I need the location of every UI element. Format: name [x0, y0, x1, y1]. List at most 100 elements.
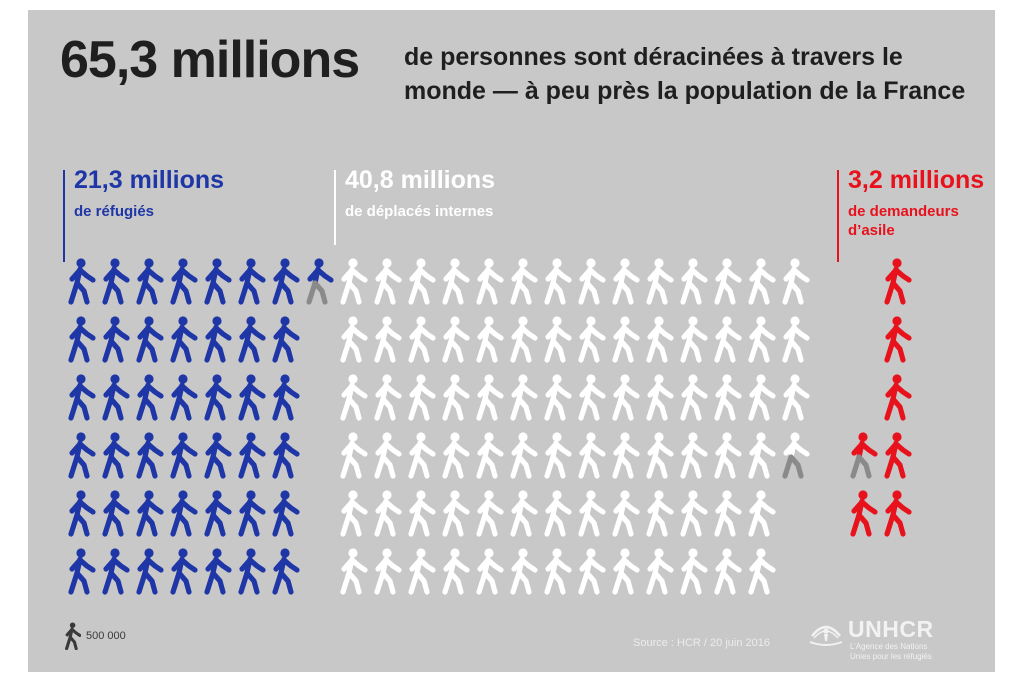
person-icon [782, 432, 810, 479]
person-icon [136, 374, 164, 421]
person-icon [612, 432, 640, 479]
person-icon [578, 432, 606, 479]
person-icon [102, 432, 130, 479]
person-icon [646, 258, 674, 305]
refugees-value: 21,3 millions [74, 166, 225, 194]
person-icon [442, 432, 470, 479]
person-icon [714, 548, 742, 595]
person-icon [272, 258, 300, 305]
person-icon [612, 374, 640, 421]
person-icon [680, 316, 708, 363]
person-icon [884, 432, 912, 479]
person-icon [272, 432, 300, 479]
legend-unit-label: 500 000 [86, 630, 126, 642]
person-icon [102, 316, 130, 363]
person-icon [476, 316, 504, 363]
person-icon [238, 316, 266, 363]
person-icon [340, 490, 368, 537]
person-icon [680, 548, 708, 595]
person-icon [850, 432, 878, 479]
source-note: Source : HCR / 20 juin 2016 [633, 637, 770, 649]
person-icon [272, 374, 300, 421]
person-icon [136, 432, 164, 479]
person-icon [340, 258, 368, 305]
person-icon [646, 432, 674, 479]
headline-total: 65,3 millions [60, 31, 360, 89]
person-icon [612, 316, 640, 363]
person-icon [170, 432, 198, 479]
person-icon [884, 490, 912, 537]
person-icon [476, 374, 504, 421]
person-icon [102, 490, 130, 537]
person-icon [374, 432, 402, 479]
person-icon [510, 548, 538, 595]
person-icon [544, 490, 572, 537]
person-icon [544, 548, 572, 595]
person-icon [578, 548, 606, 595]
person-icon [102, 258, 130, 305]
person-icon [884, 374, 912, 421]
person-icon [204, 548, 232, 595]
person-icon [714, 490, 742, 537]
person-icon [136, 258, 164, 305]
person-icon [748, 316, 776, 363]
person-icon [442, 258, 470, 305]
person-icon [748, 548, 776, 595]
person-icon [544, 374, 572, 421]
person-icon [204, 490, 232, 537]
person-icon [646, 316, 674, 363]
infographic-card: 65,3 millions de personnes sont déraciné… [28, 10, 995, 672]
asylum-marker-line [837, 170, 839, 262]
person-icon [646, 490, 674, 537]
person-icon [510, 316, 538, 363]
person-icon [102, 548, 130, 595]
person-icon [510, 374, 538, 421]
person-icon [510, 490, 538, 537]
refugees-marker-line [63, 170, 65, 262]
person-icon [748, 432, 776, 479]
person-icon [884, 316, 912, 363]
person-icon [408, 258, 436, 305]
person-icon [374, 316, 402, 363]
person-icon [408, 316, 436, 363]
unhcr-wordmark: UNHCR [848, 616, 934, 642]
person-icon [272, 490, 300, 537]
person-icon [476, 258, 504, 305]
person-icon [340, 432, 368, 479]
person-icon [374, 490, 402, 537]
person-icon [884, 258, 912, 305]
person-icon [510, 432, 538, 479]
person-icon [578, 374, 606, 421]
person-icon [102, 374, 130, 421]
person-icon [170, 490, 198, 537]
person-icon [136, 490, 164, 537]
person-icon [340, 548, 368, 595]
person-icon [714, 316, 742, 363]
asylum-label: de demandeurs d’asile [848, 203, 959, 239]
person-icon [238, 258, 266, 305]
person-icon [544, 316, 572, 363]
person-icon [408, 548, 436, 595]
person-icon [442, 490, 470, 537]
person-icon [136, 548, 164, 595]
idps-label: de déplacés internes [345, 203, 494, 220]
asylum-value: 3,2 millions [848, 166, 985, 194]
person-icon [68, 548, 96, 595]
person-icon [306, 258, 334, 305]
person-icon [68, 374, 96, 421]
person-icon [578, 258, 606, 305]
person-icon [748, 374, 776, 421]
person-icon [374, 374, 402, 421]
person-icon [578, 316, 606, 363]
person-icon [238, 432, 266, 479]
person-icon [510, 258, 538, 305]
person-icon [272, 316, 300, 363]
person-icon [340, 316, 368, 363]
unhcr-emblem-icon [809, 625, 843, 646]
person-icon [68, 316, 96, 363]
person-icon [170, 548, 198, 595]
person-icon [204, 374, 232, 421]
person-icon [340, 374, 368, 421]
person-icon [612, 548, 640, 595]
person-icon [170, 316, 198, 363]
